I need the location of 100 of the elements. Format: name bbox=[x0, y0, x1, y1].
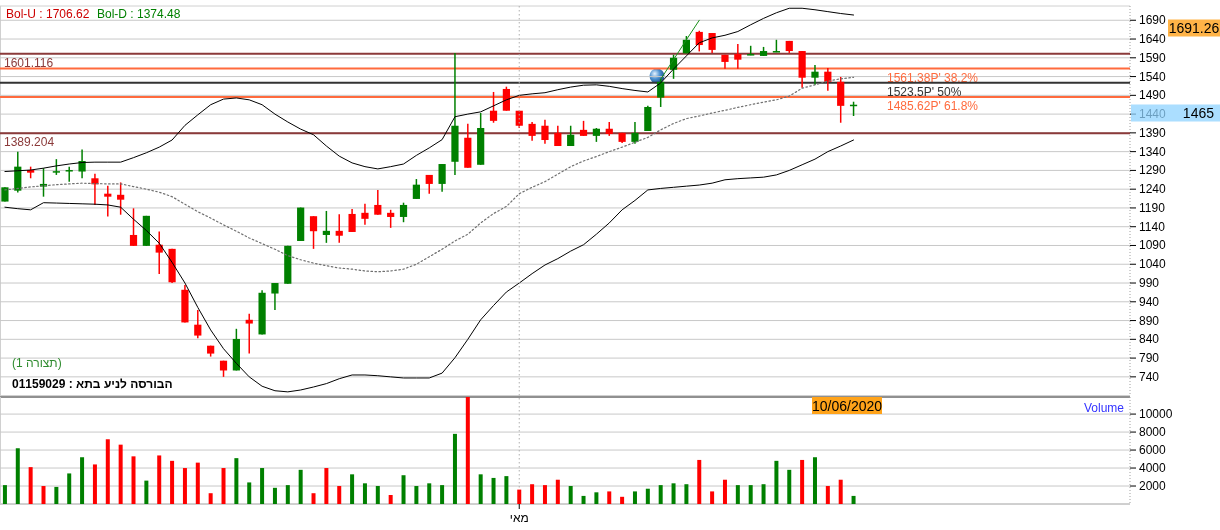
bar bbox=[491, 477, 496, 504]
candlestick bbox=[309, 215, 318, 250]
bar bbox=[825, 486, 830, 504]
candlestick bbox=[734, 43, 742, 70]
candlestick bbox=[438, 163, 446, 193]
ref-line-label: 1485.62P' 61.8% bbox=[887, 98, 979, 113]
bar bbox=[722, 479, 727, 504]
bar bbox=[92, 464, 97, 504]
bar bbox=[350, 474, 355, 504]
bar bbox=[684, 484, 689, 504]
y-tick-label: 1340 bbox=[1139, 144, 1167, 159]
candlestick bbox=[824, 67, 832, 92]
y-tick-label: 840 bbox=[1139, 332, 1160, 347]
candlestick bbox=[194, 309, 202, 339]
y-tick-label: 1590 bbox=[1139, 50, 1167, 65]
bar bbox=[221, 468, 226, 504]
candlestick bbox=[708, 32, 716, 54]
annotation: (תצורה 1) bbox=[12, 356, 62, 370]
bar bbox=[530, 484, 535, 504]
bar bbox=[710, 491, 715, 504]
bar bbox=[170, 460, 175, 504]
candlestick bbox=[322, 210, 330, 244]
y-tick-label: 1540 bbox=[1139, 69, 1167, 84]
bar bbox=[15, 448, 20, 504]
ref-line-label: 1389.204 bbox=[4, 135, 55, 150]
y-tick-label: 4000 bbox=[1139, 461, 1167, 476]
candlestick bbox=[541, 118, 549, 145]
bar bbox=[568, 486, 573, 504]
bar bbox=[414, 486, 419, 504]
text: 1465 bbox=[1182, 105, 1215, 121]
bar bbox=[28, 467, 33, 504]
annotation: 01159029 : הבורסה לניע בתא bbox=[12, 377, 173, 391]
bar bbox=[208, 493, 213, 504]
bar bbox=[80, 457, 85, 504]
bar bbox=[478, 474, 483, 504]
y-tick-label: 2000 bbox=[1139, 479, 1167, 494]
bar bbox=[247, 482, 252, 504]
y-tick-label: 10000 bbox=[1139, 407, 1173, 422]
candlestick bbox=[489, 91, 498, 124]
candlestick bbox=[65, 165, 73, 183]
candlestick bbox=[335, 213, 343, 244]
bar bbox=[607, 491, 612, 504]
candlestick bbox=[348, 208, 356, 233]
bar bbox=[311, 493, 316, 504]
bar bbox=[324, 468, 329, 504]
bar bbox=[182, 468, 187, 504]
candlestick bbox=[271, 282, 279, 311]
bar bbox=[851, 495, 856, 504]
bar bbox=[581, 495, 586, 504]
ref-line-label: 1601.116 bbox=[4, 55, 54, 70]
y-tick-label: 890 bbox=[1139, 313, 1160, 328]
bar bbox=[234, 458, 239, 504]
bar bbox=[131, 456, 136, 504]
bar bbox=[761, 484, 766, 504]
y-tick-label: 1090 bbox=[1139, 238, 1167, 253]
bar bbox=[542, 485, 547, 504]
y-tick-label: 940 bbox=[1139, 294, 1160, 309]
candlestick bbox=[502, 85, 510, 112]
bar bbox=[67, 473, 72, 504]
bar bbox=[632, 491, 637, 504]
bar bbox=[285, 485, 290, 504]
y-tick-label: 1490 bbox=[1139, 88, 1167, 103]
bar bbox=[362, 483, 367, 504]
y-tick-label: 1390 bbox=[1139, 125, 1167, 140]
bar bbox=[735, 485, 740, 504]
text: 1691.26 bbox=[1168, 20, 1220, 36]
bar bbox=[645, 488, 650, 504]
bar bbox=[401, 475, 406, 504]
bar bbox=[2, 485, 7, 504]
y-tick-label: 990 bbox=[1139, 276, 1160, 291]
bar bbox=[298, 469, 303, 504]
candlestick bbox=[245, 313, 253, 355]
y-tick-label: 1440 bbox=[1139, 107, 1167, 122]
bar bbox=[118, 444, 123, 504]
candlestick bbox=[387, 209, 395, 229]
bar bbox=[658, 485, 663, 504]
bar bbox=[440, 485, 445, 504]
bar bbox=[504, 476, 509, 504]
bar bbox=[427, 483, 432, 504]
bar bbox=[144, 480, 149, 504]
candlestick bbox=[117, 181, 125, 216]
annotation: Volume bbox=[1083, 401, 1125, 415]
y-tick-label: 1140 bbox=[1139, 219, 1166, 234]
bar bbox=[41, 486, 46, 504]
bar bbox=[697, 459, 702, 504]
y-tick-label: 6000 bbox=[1139, 443, 1167, 458]
bar bbox=[594, 492, 599, 504]
annotation: Bol-U : 1706.62 bbox=[6, 7, 90, 21]
bar bbox=[517, 489, 522, 504]
bar bbox=[388, 495, 393, 504]
bar bbox=[272, 487, 277, 504]
bar bbox=[787, 469, 792, 504]
bar bbox=[465, 397, 470, 504]
bar bbox=[748, 485, 753, 504]
candlestick bbox=[361, 203, 369, 226]
bar bbox=[157, 455, 162, 504]
bar bbox=[375, 486, 380, 504]
y-tick-label: 740 bbox=[1139, 369, 1160, 384]
annotation: 10/06/2020 bbox=[811, 397, 883, 414]
y-tick-label: 1640 bbox=[1139, 32, 1167, 47]
